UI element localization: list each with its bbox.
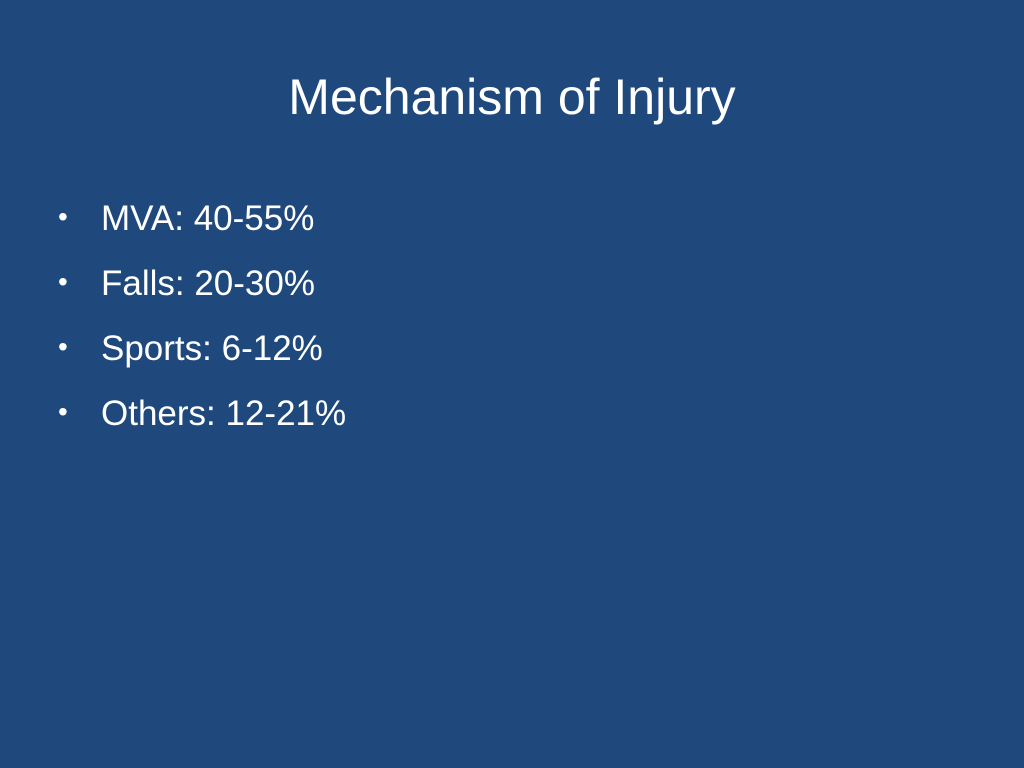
bullet-icon: • [58,330,68,362]
bullet-text: Others: 12-21% [101,393,347,433]
slide-title: Mechanism of Injury [288,69,736,125]
bullet-text: MVA: 40-55% [101,198,315,238]
list-item: • Sports: 6-12% [58,316,346,381]
bullet-icon: • [58,200,68,232]
list-item: • Others: 12-21% [58,381,346,446]
bullet-list: • MVA: 40-55% • Falls: 20-30% • Sports: … [58,186,346,446]
bullet-icon: • [58,395,68,427]
bullet-text: Sports: 6-12% [101,328,323,368]
list-item: • Falls: 20-30% [58,251,346,316]
list-item: • MVA: 40-55% [58,186,346,251]
bullet-text: Falls: 20-30% [101,263,315,303]
bullet-icon: • [58,265,68,297]
